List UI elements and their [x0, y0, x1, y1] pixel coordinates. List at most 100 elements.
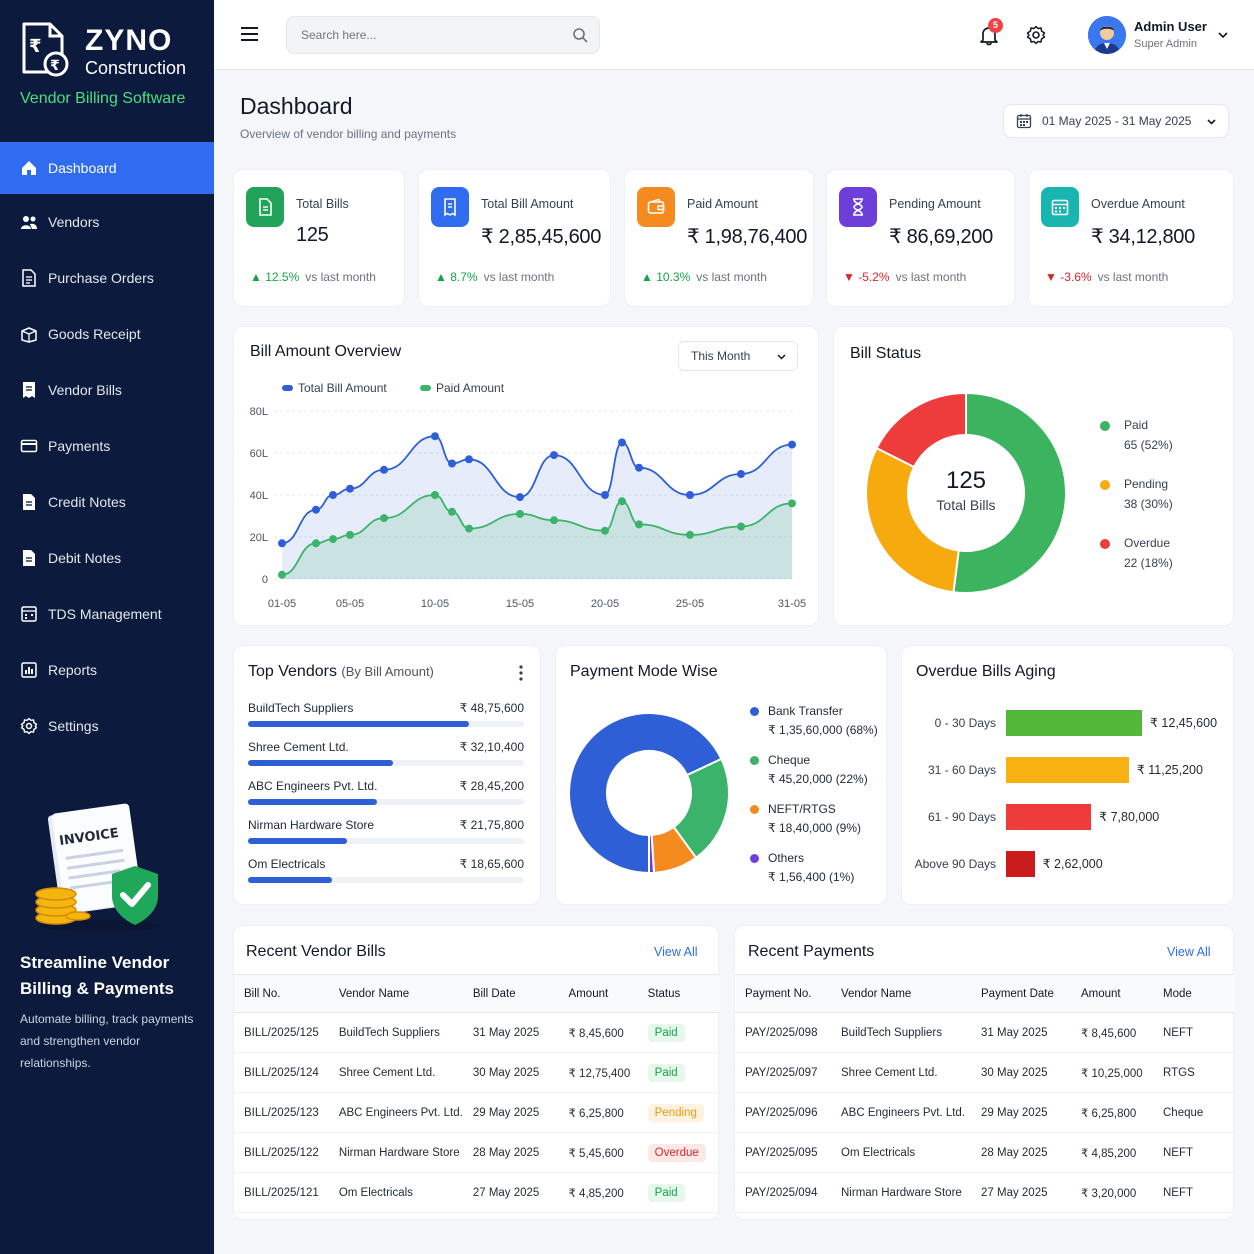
menu-icon[interactable] [240, 25, 260, 43]
more-vertical-icon[interactable] [518, 664, 524, 682]
sidebar-item-dashboard[interactable]: Dashboard [0, 142, 214, 194]
recent-bills-view-all-link[interactable]: View All [654, 945, 698, 959]
status-badge: Paid [647, 1183, 685, 1202]
sidebar-item-purchase-orders[interactable]: Purchase Orders [0, 250, 214, 306]
column-header[interactable]: Vendor Name [831, 974, 971, 1013]
table-cell: PAY/2025/094 [735, 1172, 831, 1213]
column-header[interactable]: Payment Date [971, 974, 1071, 1013]
recent-payments-card: Recent Payments View All Payment No. Vend… [734, 925, 1235, 1220]
data-point[interactable] [635, 520, 643, 529]
vendor-row[interactable]: ABC Engineers Pvt. Ltd. ₹ 28,45,200 [248, 779, 524, 805]
data-point[interactable] [448, 459, 456, 468]
chevron-down-icon[interactable] [1216, 28, 1230, 42]
data-point[interactable] [635, 463, 643, 472]
column-header[interactable]: Mode [1153, 974, 1235, 1013]
data-point[interactable] [346, 484, 354, 493]
payment-mode-slice-bank-transfer[interactable] [568, 712, 723, 875]
table-row[interactable]: BILL/2025/123 ABC Engineers Pvt. Ltd. 29 M… [234, 1092, 720, 1133]
y-tick-label: 40L [250, 490, 268, 502]
data-point[interactable] [788, 440, 796, 449]
date-range-picker[interactable]: 01 May 2025 - 31 May 2025 [1003, 104, 1229, 138]
brand-logo[interactable]: ₹ ₹ ZYNO Construction Vendor Billing Sof… [20, 22, 220, 122]
table-row[interactable]: PAY/2025/096 ABC Engineers Pvt. Ltd. 29 Ma… [735, 1092, 1235, 1133]
column-header[interactable]: Amount [558, 974, 638, 1013]
data-point[interactable] [601, 491, 609, 499]
data-point[interactable] [618, 438, 626, 447]
sidebar-item-vendors[interactable]: Vendors [0, 194, 214, 250]
legend-label: Total Bill Amount [298, 381, 387, 395]
table-row[interactable]: PAY/2025/094 Nirman Hardware Store 27 May … [735, 1172, 1235, 1213]
search-icon[interactable] [572, 27, 588, 43]
gear-icon[interactable] [1026, 25, 1046, 45]
column-header[interactable]: Bill Date [462, 974, 559, 1013]
column-header[interactable]: Status [637, 974, 720, 1013]
vendor-row[interactable]: BuildTech Suppliers ₹ 48,75,600 [248, 701, 524, 727]
bill-status-slice-paid[interactable] [952, 391, 1067, 594]
sidebar-item-payments[interactable]: Payments [0, 418, 214, 474]
sidebar-item-tds-management[interactable]: TDS Management [0, 586, 214, 642]
data-point[interactable] [312, 505, 320, 514]
payment-mode-slice-others[interactable] [648, 833, 656, 875]
column-header[interactable]: Amount [1071, 974, 1153, 1013]
data-point[interactable] [788, 499, 796, 508]
sidebar-item-vendor-bills[interactable]: Vendor Bills [0, 362, 214, 418]
data-point[interactable] [346, 530, 354, 539]
vendor-row[interactable]: Shree Cement Ltd. ₹ 32,10,400 [248, 740, 524, 766]
aging-bar[interactable] [1006, 757, 1129, 783]
aging-bar[interactable] [1006, 851, 1035, 877]
data-point[interactable] [618, 497, 626, 506]
data-point[interactable] [686, 530, 694, 539]
bill-status-slice-overdue[interactable] [875, 391, 967, 469]
user-name[interactable]: Admin User [1134, 19, 1207, 34]
data-point[interactable] [550, 451, 558, 460]
vendor-amount: ₹ 18,65,600 [459, 857, 524, 871]
column-header[interactable]: Payment No. [735, 974, 831, 1013]
legend-detail: ₹ 18,40,000 (9%) [768, 821, 862, 835]
data-point[interactable] [380, 514, 388, 523]
column-header[interactable]: Bill No. [234, 974, 329, 1013]
sidebar-item-credit-notes[interactable]: Credit Notes [0, 474, 214, 530]
data-point[interactable] [516, 509, 524, 518]
table-row[interactable]: PAY/2025/098 BuildTech Suppliers 31 May 20… [735, 1012, 1235, 1053]
data-point[interactable] [465, 455, 473, 464]
sidebar-item-debit-notes[interactable]: Debit Notes [0, 530, 214, 586]
data-point[interactable] [737, 470, 745, 478]
sidebar-item-settings[interactable]: Settings [0, 698, 214, 754]
aging-bar[interactable] [1006, 710, 1142, 736]
period-select[interactable]: This Month [678, 341, 798, 371]
table-cell: ₹ 10,25,000 [1071, 1052, 1153, 1093]
cell-text: 30 May 2025 [472, 1066, 540, 1079]
bill-status-slice-pending[interactable] [865, 446, 960, 594]
vendor-row[interactable]: Nirman Hardware Store ₹ 21,75,800 [248, 818, 524, 844]
data-point[interactable] [431, 491, 439, 499]
data-point[interactable] [516, 493, 524, 502]
data-point[interactable] [448, 507, 456, 516]
data-point[interactable] [737, 522, 745, 531]
column-header[interactable]: Vendor Name [328, 974, 463, 1013]
data-point[interactable] [278, 539, 286, 548]
table-row[interactable]: BILL/2025/121 Om Electricals 27 May 2025 ₹ … [234, 1172, 720, 1213]
data-point[interactable] [465, 524, 473, 533]
data-point[interactable] [312, 539, 320, 548]
table-row[interactable]: BILL/2025/124 Shree Cement Ltd. 30 May 202… [234, 1052, 720, 1093]
vendor-row[interactable]: Om Electricals ₹ 18,65,600 [248, 857, 524, 883]
data-point[interactable] [380, 465, 388, 474]
data-point[interactable] [431, 432, 439, 441]
data-point[interactable] [686, 491, 694, 499]
aging-bar[interactable] [1006, 804, 1092, 830]
data-point[interactable] [329, 535, 337, 544]
table-row[interactable]: BILL/2025/122 Nirman Hardware Store 28 May… [234, 1132, 720, 1173]
table-row[interactable]: PAY/2025/095 Om Electricals 28 May 2025 ₹ 4… [735, 1132, 1235, 1173]
table-row[interactable]: PAY/2025/097 Shree Cement Ltd. 30 May 2025… [735, 1052, 1235, 1093]
sidebar-item-goods-receipt[interactable]: Goods Receipt [0, 306, 214, 362]
data-point[interactable] [329, 491, 337, 499]
vendor-bar-track [248, 760, 524, 766]
data-point[interactable] [278, 570, 286, 579]
sidebar-item-reports[interactable]: Reports [0, 642, 214, 698]
recent-payments-view-all-link[interactable]: View All [1167, 945, 1211, 959]
data-point[interactable] [601, 526, 609, 535]
table-row[interactable]: BILL/2025/125 BuildTech Suppliers 31 May 2… [234, 1012, 720, 1053]
data-point[interactable] [550, 516, 558, 525]
avatar[interactable] [1088, 16, 1126, 54]
search-input[interactable] [286, 16, 600, 54]
